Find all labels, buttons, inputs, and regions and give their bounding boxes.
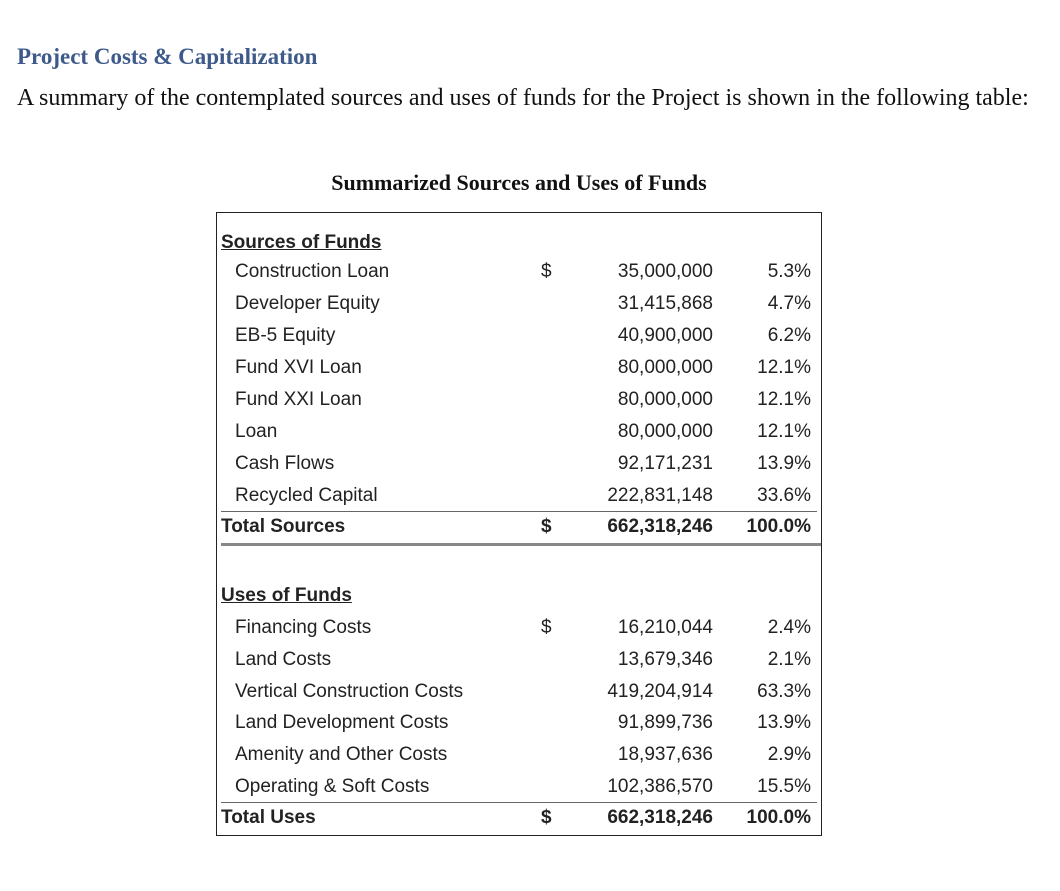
row-percent: 13.9%	[757, 453, 811, 474]
row-percent: 12.1%	[757, 421, 811, 442]
table-row: Land Development Costs 91,899,736 13.9%	[217, 709, 821, 739]
sources-header: Sources of Funds	[221, 232, 382, 253]
uses-header-row: Uses of Funds	[217, 582, 821, 612]
sources-header-row: Sources of Funds	[217, 229, 821, 259]
row-amount: 13,679,346	[617, 649, 713, 670]
row-label: Fund XXI Loan	[235, 389, 362, 410]
row-amount: 80,000,000	[617, 389, 713, 410]
row-label: Recycled Capital	[235, 485, 378, 506]
row-label: Amenity and Other Costs	[235, 744, 448, 765]
row-percent: 12.1%	[757, 357, 811, 378]
row-percent: 12.1%	[757, 389, 811, 410]
total-uses-label: Total Uses	[221, 807, 316, 828]
table-row: Land Costs 13,679,346 2.1%	[217, 646, 821, 676]
row-percent: 33.6%	[757, 485, 811, 506]
table-row: Recycled Capital 222,831,148 33.6%	[217, 482, 821, 512]
uses-header: Uses of Funds	[221, 585, 352, 606]
row-percent: 6.2%	[767, 325, 811, 346]
row-percent: 13.9%	[757, 712, 811, 733]
row-percent: 5.3%	[767, 261, 811, 282]
row-amount: 16,210,044	[617, 617, 713, 638]
total-sources-dollar-sign: $	[541, 516, 552, 537]
sources-uses-table: Sources of Funds Construction Loan $ 35,…	[216, 212, 822, 836]
total-sources-percent: 100.0%	[746, 516, 811, 537]
table-title: Summarized Sources and Uses of Funds	[331, 170, 707, 195]
table-row: Financing Costs $ 16,210,044 2.4%	[217, 614, 821, 644]
row-amount: 102,386,570	[607, 776, 713, 797]
row-percent: 2.9%	[767, 744, 811, 765]
total-sources-row: Total Sources $ 662,318,246 100.0%	[217, 513, 821, 543]
row-label: Land Development Costs	[235, 712, 449, 733]
row-amount: 31,415,868	[617, 293, 713, 314]
row-dollar-sign: $	[541, 261, 552, 282]
row-percent: 15.5%	[757, 776, 811, 797]
section-heading: Project Costs & Capitalization	[17, 44, 318, 69]
row-percent: 2.4%	[767, 617, 811, 638]
total-sources-amount: 662,318,246	[607, 516, 713, 537]
subtotal-divider	[221, 511, 817, 512]
row-label: EB-5 Equity	[235, 325, 336, 346]
row-amount: 40,900,000	[617, 325, 713, 346]
row-amount: 91,899,736	[617, 712, 713, 733]
total-sources-label: Total Sources	[221, 516, 346, 537]
row-amount: 35,000,000	[617, 261, 713, 282]
row-label: Land Costs	[235, 649, 332, 670]
row-label: Vertical Construction Costs	[235, 681, 464, 702]
row-label: Developer Equity	[235, 293, 380, 314]
table-row: Amenity and Other Costs 18,937,636 2.9%	[217, 741, 821, 771]
table-row: Vertical Construction Costs 419,204,914 …	[217, 678, 821, 708]
row-amount: 80,000,000	[617, 357, 713, 378]
total-divider	[221, 543, 821, 546]
row-label: Loan	[235, 421, 278, 442]
total-uses-dollar-sign: $	[541, 807, 552, 828]
table-row: Fund XVI Loan 80,000,000 12.1%	[217, 354, 821, 384]
row-amount: 222,831,148	[607, 485, 713, 506]
table-row: Developer Equity 31,415,868 4.7%	[217, 290, 821, 320]
table-row: Loan 80,000,000 12.1%	[217, 418, 821, 448]
row-label: Operating & Soft Costs	[235, 776, 430, 797]
total-uses-row: Total Uses $ 662,318,246 100.0%	[217, 804, 821, 834]
row-percent: 2.1%	[767, 649, 811, 670]
table-row: Cash Flows 92,171,231 13.9%	[217, 450, 821, 480]
row-percent: 4.7%	[767, 293, 811, 314]
row-amount: 80,000,000	[617, 421, 713, 442]
table-row: Fund XXI Loan 80,000,000 12.1%	[217, 386, 821, 416]
table-row: Operating & Soft Costs 102,386,570 15.5%	[217, 773, 821, 803]
row-label: Construction Loan	[235, 261, 390, 282]
row-amount: 419,204,914	[607, 681, 713, 702]
table-row: EB-5 Equity 40,900,000 6.2%	[217, 322, 821, 352]
row-label: Cash Flows	[235, 453, 335, 474]
row-label: Financing Costs	[235, 617, 372, 638]
row-dollar-sign: $	[541, 617, 552, 638]
total-uses-percent: 100.0%	[746, 807, 811, 828]
row-label: Fund XVI Loan	[235, 357, 362, 378]
row-amount: 18,937,636	[617, 744, 713, 765]
table-row: Construction Loan $ 35,000,000 5.3%	[217, 258, 821, 288]
total-uses-amount: 662,318,246	[607, 807, 713, 828]
row-percent: 63.3%	[757, 681, 811, 702]
row-amount: 92,171,231	[617, 453, 713, 474]
intro-paragraph: A summary of the contemplated sources an…	[17, 85, 1029, 111]
subtotal-divider	[221, 802, 817, 803]
